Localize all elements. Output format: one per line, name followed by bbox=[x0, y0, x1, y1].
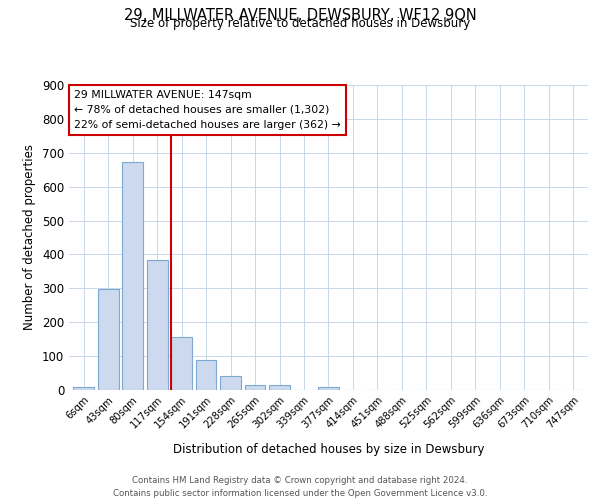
Text: 29, MILLWATER AVENUE, DEWSBURY, WF12 9QN: 29, MILLWATER AVENUE, DEWSBURY, WF12 9QN bbox=[124, 8, 476, 22]
Bar bbox=[98, 290, 119, 390]
Bar bbox=[245, 385, 265, 390]
Bar bbox=[220, 376, 241, 390]
Text: Contains HM Land Registry data © Crown copyright and database right 2024.
Contai: Contains HM Land Registry data © Crown c… bbox=[113, 476, 487, 498]
Bar bbox=[196, 360, 217, 390]
Bar bbox=[73, 388, 94, 390]
Bar bbox=[269, 385, 290, 390]
Y-axis label: Number of detached properties: Number of detached properties bbox=[23, 144, 37, 330]
Text: Size of property relative to detached houses in Dewsbury: Size of property relative to detached ho… bbox=[130, 18, 470, 30]
Text: 29 MILLWATER AVENUE: 147sqm
← 78% of detached houses are smaller (1,302)
22% of : 29 MILLWATER AVENUE: 147sqm ← 78% of det… bbox=[74, 90, 341, 130]
Bar bbox=[147, 260, 167, 390]
Bar bbox=[171, 338, 192, 390]
Text: Distribution of detached houses by size in Dewsbury: Distribution of detached houses by size … bbox=[173, 442, 485, 456]
Bar bbox=[318, 386, 339, 390]
Bar bbox=[122, 162, 143, 390]
